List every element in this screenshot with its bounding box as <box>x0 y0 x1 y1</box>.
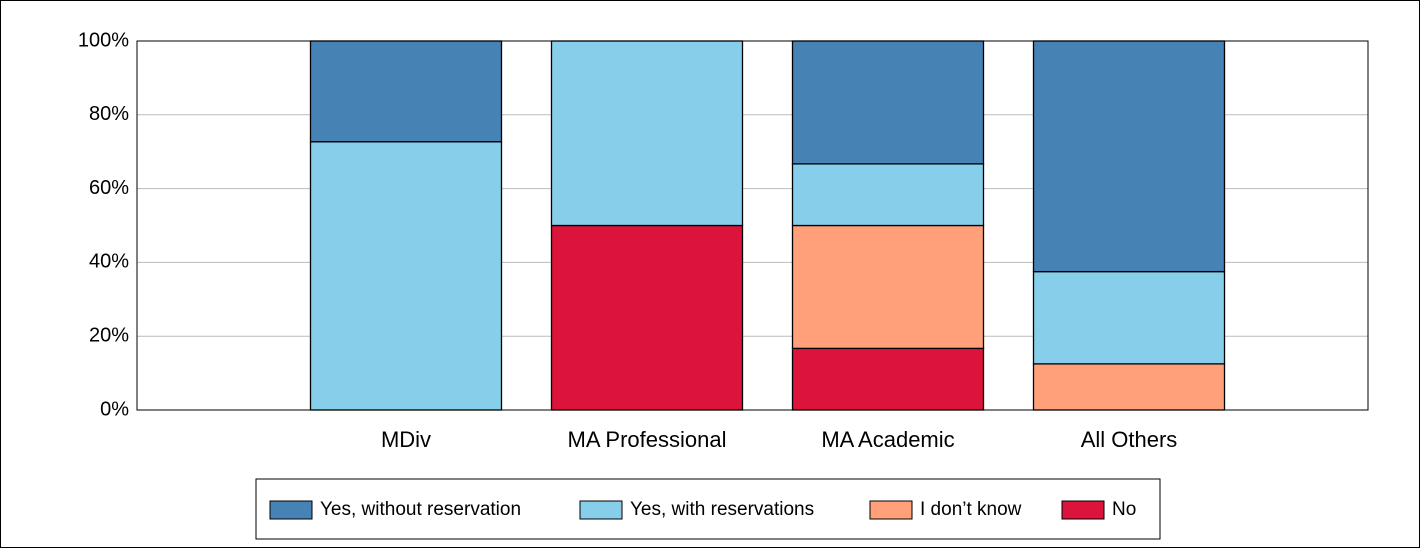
bar-segment <box>309 141 503 411</box>
y-tick-label: 80% <box>89 103 129 125</box>
bar-segment <box>550 224 744 411</box>
bar-segment <box>550 40 744 227</box>
legend-label: Yes, without reservation <box>320 499 521 520</box>
legend-label: Yes, with reservations <box>630 499 814 520</box>
bar-segment <box>309 40 503 143</box>
legend-swatch <box>579 500 623 520</box>
bar-segment <box>791 224 985 350</box>
x-tick-label: All Others <box>1081 427 1178 452</box>
legend-swatch <box>869 500 913 520</box>
x-tick-label: MA Academic <box>821 427 954 452</box>
x-tick-label: MDiv <box>381 427 431 452</box>
legend-box <box>255 478 1161 540</box>
y-tick-label: 20% <box>89 324 129 346</box>
bar-segment <box>791 163 985 227</box>
bar-segment <box>1032 363 1226 411</box>
y-tick-label: 60% <box>89 177 129 199</box>
y-tick-label: 40% <box>89 251 129 273</box>
bar-segment <box>791 347 985 411</box>
x-tick-label: MA Professional <box>568 427 727 452</box>
bar-segment <box>1032 40 1226 273</box>
legend-label: No <box>1112 499 1136 520</box>
plot-border <box>136 40 1369 411</box>
bar-segment <box>1032 270 1226 365</box>
bar-segment <box>791 40 985 165</box>
legend-swatch <box>1061 500 1105 520</box>
y-tick-label: 0% <box>100 398 129 420</box>
legend-swatch <box>269 500 313 520</box>
y-tick-label: 100% <box>78 29 129 51</box>
legend-label: I don’t know <box>920 499 1022 520</box>
